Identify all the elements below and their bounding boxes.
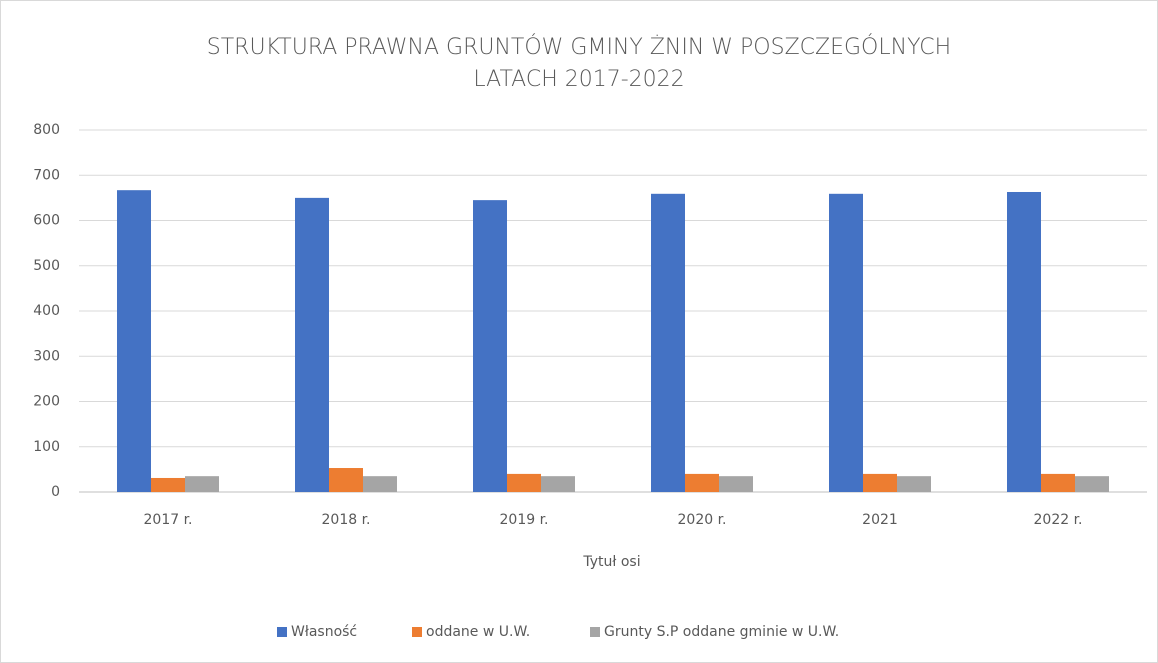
bar xyxy=(507,473,541,492)
x-tick-label: 2020 r. xyxy=(678,512,727,528)
y-tick-label: 500 xyxy=(33,258,60,274)
bar xyxy=(719,476,753,492)
x-axis-title: Tytuł osi xyxy=(582,554,640,570)
x-tick-label: 2017 r. xyxy=(144,512,193,528)
chart-title: STRUKTURA PRAWNA GRUNTÓW GMINY ŻNIN W PO… xyxy=(207,34,951,92)
bar xyxy=(685,473,719,492)
legend-label: Własność xyxy=(291,624,357,640)
bar xyxy=(541,476,575,492)
legend-label: oddane w U.W. xyxy=(426,624,530,640)
y-tick-label: 300 xyxy=(33,348,60,364)
bar xyxy=(363,476,397,492)
y-tick-label: 800 xyxy=(33,122,60,138)
bar xyxy=(651,193,685,493)
x-tick-label: 2018 r. xyxy=(322,512,371,528)
bar xyxy=(897,476,931,492)
y-tick-label: 0 xyxy=(51,484,60,500)
bar xyxy=(185,476,219,492)
bar xyxy=(863,473,897,492)
legend-swatch xyxy=(412,627,422,637)
bar xyxy=(829,193,863,493)
bar xyxy=(1007,191,1041,492)
bar xyxy=(1041,473,1075,492)
bar xyxy=(473,200,507,492)
y-tick-label: 600 xyxy=(33,213,60,229)
bar xyxy=(295,197,329,492)
bar xyxy=(329,468,363,492)
x-tick-label: 2019 r. xyxy=(500,512,549,528)
legend-swatch xyxy=(277,627,287,637)
bar xyxy=(1075,476,1109,492)
x-tick-label: 2022 r. xyxy=(1034,512,1083,528)
y-tick-label: 700 xyxy=(33,167,60,183)
x-tick-label: 2021 xyxy=(862,512,898,528)
y-tick-label: 400 xyxy=(33,303,60,319)
y-tick-label: 200 xyxy=(33,394,60,410)
bar xyxy=(151,477,185,492)
bar xyxy=(117,190,151,492)
legend-swatch xyxy=(590,627,600,637)
y-tick-label: 100 xyxy=(33,439,60,455)
legend-label: Grunty S.P oddane gminie w U.W. xyxy=(604,624,839,640)
